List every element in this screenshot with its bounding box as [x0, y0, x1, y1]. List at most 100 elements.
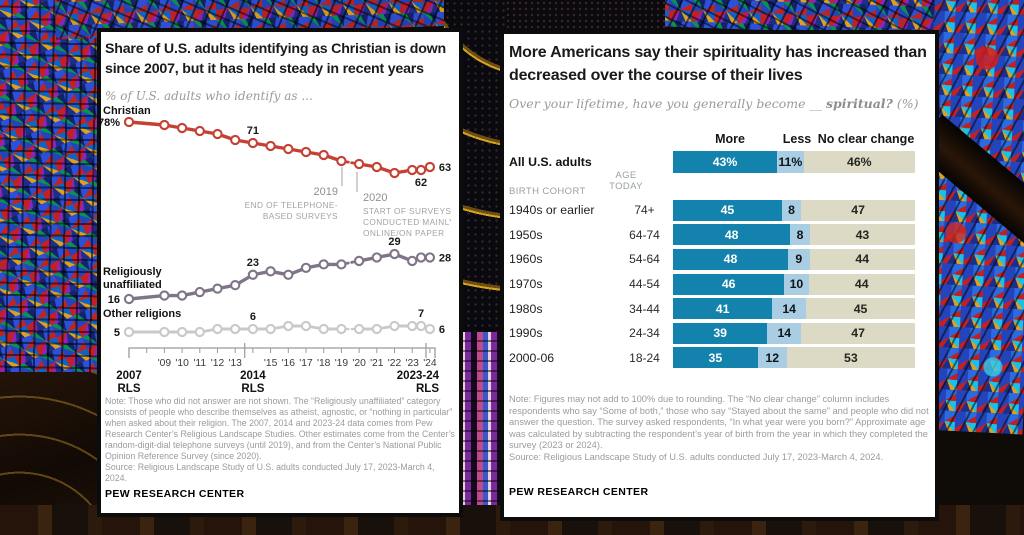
christian-point	[353, 158, 365, 170]
note-text: Note: Those who did not answer are not s…	[105, 396, 455, 461]
chart-note: Note: Those who did not answer are not s…	[105, 396, 455, 484]
annotation-line: CONDUCTED MAINLY	[363, 217, 451, 227]
x-tick-label: '18	[317, 358, 331, 369]
legend-more: More	[715, 132, 745, 146]
other-series-label: Other religions	[103, 308, 181, 320]
unaffiliated-point	[265, 266, 276, 277]
segment-more: 41	[673, 298, 773, 320]
other-point	[407, 320, 418, 332]
unaffiliated-point	[176, 290, 188, 301]
rls-marker-year: 2014	[240, 370, 266, 382]
column-header-birth-cohort: BIRTH COHORT	[509, 186, 586, 197]
rls-marker-label: RLS	[118, 383, 141, 395]
source-text: Source: Religious Landscape Study of U.S…	[509, 451, 884, 462]
total-row-container: All U.S. adults 43% 11% 46%	[504, 150, 935, 174]
bar-row: 1990s 24-34 39 14 47	[504, 321, 935, 346]
cohort-label: 1960s	[509, 252, 543, 267]
other-value-label: 7	[418, 308, 424, 320]
other-point	[212, 323, 223, 335]
christian-point	[194, 125, 205, 137]
other-point	[371, 323, 382, 335]
christian-point	[424, 161, 436, 173]
segment-no-clear-change: 46%	[803, 151, 915, 173]
other-point	[123, 326, 135, 338]
x-tick-label: '23	[405, 358, 419, 369]
christian-point	[283, 143, 294, 155]
christian-point	[300, 146, 312, 158]
subtitle-emphasis: spiritual?	[825, 96, 893, 111]
segment-no-clear-change: 45	[806, 298, 915, 320]
age-today-value: 44-54	[629, 277, 660, 292]
bar-row: 1970s 44-54 46 10 44	[504, 272, 935, 297]
x-tick-label: '19	[335, 358, 349, 369]
christian-series-label: Christian	[103, 105, 151, 117]
christian-point	[159, 119, 170, 131]
christian-point	[123, 116, 135, 128]
other-line	[127, 324, 343, 334]
other-value-label: 6	[439, 324, 445, 336]
chart-subtitle: % of U.S. adults who identify as ...	[105, 89, 313, 103]
other-point	[265, 323, 276, 335]
christian-point	[415, 164, 427, 176]
other-line	[357, 324, 432, 331]
segment-no-clear-change: 53	[786, 347, 915, 369]
annotation-line: END OF TELEPHONE-	[245, 200, 338, 210]
age-today-value: 18-24	[629, 350, 660, 365]
unaffiliated-point	[389, 248, 400, 260]
bar-row: 2000-06 18-24 35 12 53	[504, 346, 935, 371]
other-point	[230, 323, 241, 335]
segment-less: 9	[788, 248, 810, 270]
annotation-year: 2020	[363, 192, 387, 204]
unaffiliated-point	[318, 259, 329, 270]
annotation-line: ONLINE/ON PAPER	[363, 228, 444, 238]
stacked-bar: 39 14 47	[673, 322, 915, 344]
age-today-value: 54-64	[629, 252, 660, 267]
other-point	[247, 323, 259, 335]
cohort-label: 1990s	[509, 326, 543, 341]
unaffiliated-value-label: 28	[439, 252, 451, 264]
x-tick-label: '15	[264, 358, 278, 369]
unaffiliated-start-value: 16	[108, 294, 120, 306]
christian-point	[212, 128, 223, 140]
segment-less: 8	[781, 199, 802, 221]
segment-no-clear-change: 43	[809, 224, 915, 246]
segment-more: 48	[673, 248, 788, 270]
pew-research-center-logo: PEW RESEARCH CENTER	[105, 488, 245, 500]
cohort-label: All U.S. adults	[509, 155, 592, 169]
segment-more: 46	[673, 273, 785, 295]
unaffiliated-line	[339, 259, 361, 266]
segment-no-clear-change: 47	[801, 322, 915, 344]
segment-no-clear-change: 44	[808, 273, 915, 295]
segment-less: 14	[767, 322, 802, 344]
bar-chart-card: More Americans say their spirituality ha…	[500, 30, 939, 521]
note-text: Note: Figures may not add to 100% due to…	[509, 394, 929, 450]
age-today-value: 24-34	[629, 326, 660, 341]
christian-value-label: 62	[415, 177, 427, 189]
unaffiliated-series-label: unaffiliated	[103, 279, 162, 291]
segment-no-clear-change: 47	[801, 199, 915, 221]
christian-point	[265, 140, 276, 152]
rls-marker-year: 2007	[116, 370, 142, 382]
unaffiliated-point	[424, 252, 436, 263]
rls-marker-label: RLS	[416, 383, 439, 395]
x-tick-label: '21	[370, 358, 384, 369]
subtitle-suffix: (%)	[892, 96, 919, 111]
stacked-bar: 48 8 43	[673, 224, 915, 246]
unaffiliated-point	[371, 252, 382, 263]
unaffiliated-point	[212, 283, 223, 294]
segment-less: 12	[757, 347, 787, 369]
chart-title: More Americans say their spirituality ha…	[509, 44, 927, 84]
legend-no-clear-change: No clear change	[817, 132, 915, 146]
christian-point	[230, 134, 241, 146]
other-point	[336, 323, 347, 335]
segment-less: 11%	[777, 151, 804, 173]
x-tick-label: '10	[175, 358, 189, 369]
line-chart-card: Share of U.S. adults identifying as Chri…	[97, 28, 463, 517]
segment-more: 45	[673, 199, 782, 221]
segment-less: 14	[772, 298, 807, 320]
unaffiliated-series-label: Religiously	[103, 266, 163, 278]
annotation-line: START OF SURVEYS	[363, 206, 451, 216]
age-today-value: 64-74	[629, 227, 660, 242]
x-tick-label: '17	[299, 358, 313, 369]
